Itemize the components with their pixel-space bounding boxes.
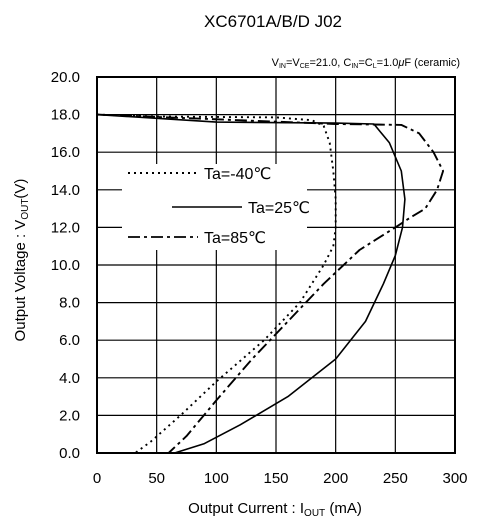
legend-label-ta-minus-40: Ta=-40℃	[204, 166, 271, 183]
legend-label-ta-85: Ta=85℃	[204, 230, 266, 247]
legend-label-ta-25: Ta=25℃	[248, 200, 310, 217]
condition-note: VIN=VCE=21.0, CIN=CL=1.0μF (ceramic)	[272, 57, 460, 70]
y-tick-label: 0.0	[59, 445, 80, 462]
y-tick-label: 20.0	[51, 69, 80, 86]
y-axis-label: Output Voltage : VOUT(V)	[12, 179, 31, 342]
x-tick-label: 150	[263, 470, 288, 487]
chart-title: XC6701A/B/D J02	[204, 12, 342, 31]
x-tick-labels: 0 50 100 150 200 250 300	[93, 470, 468, 487]
grid	[96, 76, 456, 454]
y-tick-label: 12.0	[51, 219, 80, 236]
x-tick-label: 50	[148, 470, 165, 487]
x-tick-label: 300	[442, 470, 467, 487]
plot-frame	[96, 76, 456, 454]
y-tick-label: 4.0	[59, 370, 80, 387]
legend: Ta=-40℃ Ta=25℃ Ta=85℃	[122, 164, 310, 250]
y-tick-label: 6.0	[59, 332, 80, 349]
x-axis-label: Output Current : IOUT (mA)	[188, 500, 362, 519]
y-tick-label: 16.0	[51, 144, 80, 161]
x-tick-label: 200	[323, 470, 348, 487]
y-tick-label: 14.0	[51, 182, 80, 199]
series-line-0	[96, 113, 337, 454]
x-tick-label: 100	[204, 470, 229, 487]
series-layer	[96, 113, 445, 454]
y-tick-label: 8.0	[59, 295, 80, 312]
y-tick-label: 18.0	[51, 107, 80, 124]
x-tick-label: 250	[383, 470, 408, 487]
x-tick-label: 0	[93, 470, 101, 487]
y-tick-label: 2.0	[59, 407, 80, 424]
series-line-2	[96, 113, 445, 454]
y-tick-label: 10.0	[51, 257, 80, 274]
y-tick-labels: 0.0 2.0 4.0 6.0 8.0 10.0 12.0 14.0 16.0 18.0 20.0	[51, 69, 80, 462]
